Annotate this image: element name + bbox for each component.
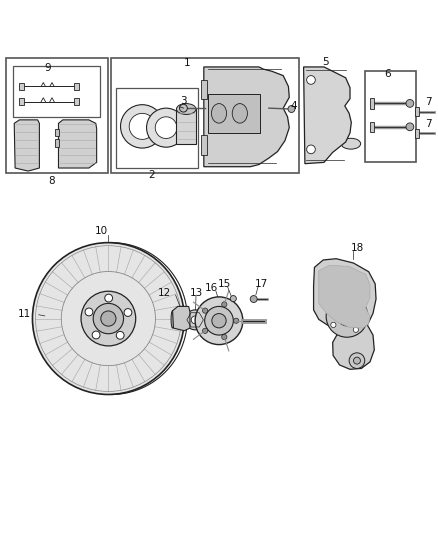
Text: 1: 1 bbox=[184, 59, 191, 68]
Text: 13: 13 bbox=[190, 287, 203, 297]
Text: 8: 8 bbox=[49, 175, 55, 185]
Circle shape bbox=[307, 145, 315, 154]
Bar bbox=[110, 58, 299, 173]
Text: 4: 4 bbox=[290, 101, 297, 111]
Text: 12: 12 bbox=[158, 287, 171, 297]
Polygon shape bbox=[314, 259, 376, 369]
Text: 18: 18 bbox=[351, 243, 364, 253]
Circle shape bbox=[93, 303, 124, 334]
Bar bbox=[201, 80, 207, 100]
Bar bbox=[365, 71, 416, 163]
Circle shape bbox=[357, 305, 363, 310]
Circle shape bbox=[129, 114, 155, 140]
Circle shape bbox=[222, 335, 227, 340]
Circle shape bbox=[222, 302, 227, 307]
Bar bbox=[370, 122, 374, 132]
Bar bbox=[74, 98, 79, 105]
Bar bbox=[13, 66, 100, 117]
Ellipse shape bbox=[341, 138, 360, 149]
Polygon shape bbox=[14, 120, 39, 171]
Bar bbox=[18, 98, 24, 105]
Text: 7: 7 bbox=[425, 97, 431, 107]
Circle shape bbox=[180, 104, 187, 112]
Text: 16: 16 bbox=[205, 283, 218, 293]
Ellipse shape bbox=[232, 103, 247, 123]
Circle shape bbox=[250, 296, 257, 303]
Circle shape bbox=[406, 123, 414, 131]
Bar bbox=[177, 109, 196, 144]
Circle shape bbox=[101, 311, 116, 326]
Bar bbox=[208, 94, 260, 133]
Circle shape bbox=[147, 108, 186, 147]
Circle shape bbox=[32, 243, 184, 394]
Bar bbox=[116, 88, 198, 168]
Circle shape bbox=[230, 296, 237, 302]
Circle shape bbox=[155, 117, 177, 139]
Circle shape bbox=[105, 294, 113, 302]
Circle shape bbox=[353, 357, 360, 364]
Circle shape bbox=[337, 307, 357, 326]
Bar bbox=[55, 128, 59, 136]
Circle shape bbox=[331, 322, 336, 327]
Circle shape bbox=[195, 297, 243, 345]
Circle shape bbox=[288, 106, 295, 112]
Circle shape bbox=[116, 332, 124, 339]
Circle shape bbox=[124, 309, 132, 317]
Bar bbox=[201, 135, 207, 155]
Text: 9: 9 bbox=[44, 63, 51, 73]
Bar bbox=[415, 129, 420, 138]
Text: 7: 7 bbox=[425, 119, 431, 129]
Text: 15: 15 bbox=[218, 279, 231, 289]
Circle shape bbox=[185, 310, 205, 330]
Text: 5: 5 bbox=[322, 56, 328, 67]
Circle shape bbox=[353, 327, 358, 333]
Circle shape bbox=[307, 76, 315, 84]
Circle shape bbox=[202, 328, 208, 334]
Ellipse shape bbox=[171, 311, 174, 328]
Bar bbox=[55, 140, 59, 147]
Polygon shape bbox=[204, 67, 289, 167]
Bar bbox=[18, 83, 24, 90]
Polygon shape bbox=[319, 265, 370, 328]
Circle shape bbox=[205, 306, 233, 335]
Text: 6: 6 bbox=[384, 69, 391, 79]
Text: 2: 2 bbox=[148, 171, 155, 180]
Circle shape bbox=[233, 318, 239, 324]
Bar bbox=[74, 83, 79, 90]
Polygon shape bbox=[59, 120, 97, 168]
Polygon shape bbox=[173, 306, 190, 330]
Text: 10: 10 bbox=[95, 226, 109, 236]
Circle shape bbox=[326, 296, 368, 337]
Circle shape bbox=[202, 308, 208, 313]
Ellipse shape bbox=[212, 103, 226, 123]
Circle shape bbox=[120, 104, 164, 148]
Text: 17: 17 bbox=[255, 279, 268, 289]
Polygon shape bbox=[304, 67, 351, 164]
Circle shape bbox=[81, 291, 136, 346]
Circle shape bbox=[85, 308, 93, 316]
Bar bbox=[370, 98, 374, 109]
Circle shape bbox=[336, 300, 342, 305]
Bar bbox=[7, 58, 108, 173]
Text: 11: 11 bbox=[18, 309, 31, 319]
Bar bbox=[415, 107, 420, 116]
Circle shape bbox=[212, 313, 226, 328]
Circle shape bbox=[406, 100, 414, 107]
Circle shape bbox=[191, 316, 199, 324]
Text: 3: 3 bbox=[180, 96, 187, 106]
Circle shape bbox=[349, 353, 365, 368]
Circle shape bbox=[92, 331, 100, 339]
Ellipse shape bbox=[177, 103, 196, 115]
